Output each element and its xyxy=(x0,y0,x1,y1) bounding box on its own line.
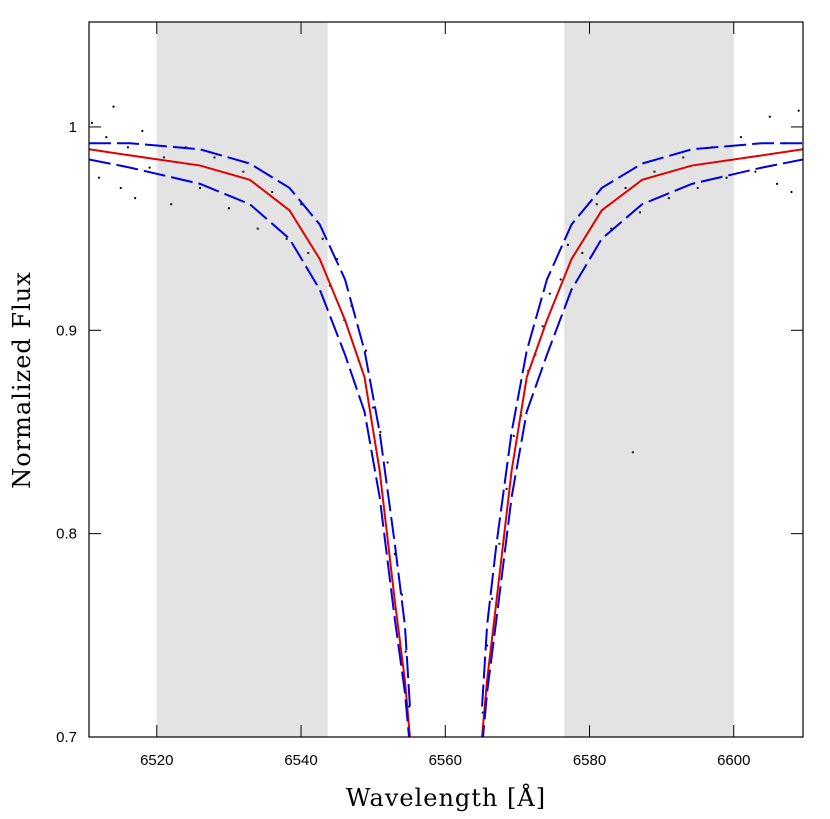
axes: 6520 6540 6560 6580 6600 0.7 0.8 0.9 1 xyxy=(56,22,803,769)
data-point xyxy=(105,135,108,139)
shaded-region xyxy=(156,22,328,737)
data-point xyxy=(162,156,166,159)
data-point xyxy=(372,406,375,409)
data-point xyxy=(631,451,634,454)
data-point xyxy=(559,278,562,281)
data-point xyxy=(97,176,101,179)
data-point xyxy=(307,251,310,255)
data-point xyxy=(491,597,494,600)
y-tick-label: 0.9 xyxy=(56,322,77,339)
data-point xyxy=(581,251,584,255)
data-point xyxy=(90,121,93,124)
data-point xyxy=(321,237,324,240)
data-point xyxy=(725,176,728,179)
model-line xyxy=(89,148,411,737)
x-axis-label: Wavelength [Å] xyxy=(346,783,546,812)
x-tick-label: 6580 xyxy=(573,752,606,769)
data-point xyxy=(595,203,598,206)
x-tick-label: 6540 xyxy=(284,752,317,769)
data-point xyxy=(112,105,115,108)
y-tick-label: 0.7 xyxy=(56,729,77,746)
model-line xyxy=(481,142,803,707)
data-point xyxy=(638,211,642,214)
shade-layer xyxy=(156,22,734,737)
data-point xyxy=(404,650,407,653)
data-point xyxy=(512,434,515,438)
data-point xyxy=(148,166,151,169)
data-point xyxy=(256,227,259,230)
model-line xyxy=(481,148,803,737)
data-point xyxy=(696,186,699,190)
data-point xyxy=(541,325,544,328)
data-point xyxy=(682,156,685,159)
data-point xyxy=(285,237,288,240)
data-point xyxy=(797,109,800,112)
data-point xyxy=(775,182,779,185)
data-point xyxy=(768,115,771,118)
y-axis-label: Normalized Flux xyxy=(8,271,36,489)
data-layer xyxy=(89,105,803,737)
data-point xyxy=(505,487,508,491)
data-point xyxy=(213,156,216,159)
x-tick-label: 6520 xyxy=(140,752,173,769)
data-point xyxy=(624,186,627,190)
data-point xyxy=(379,430,382,434)
data-point xyxy=(119,186,122,190)
data-point xyxy=(141,129,144,133)
data-point xyxy=(227,207,231,210)
data-point xyxy=(386,461,389,464)
plot-frame xyxy=(88,21,804,738)
data-point xyxy=(271,190,274,194)
data-point xyxy=(170,203,173,206)
data-point xyxy=(198,186,202,190)
x-tick-label: 6560 xyxy=(429,752,462,769)
data-point xyxy=(548,292,551,295)
data-point xyxy=(242,170,245,173)
data-point xyxy=(566,243,569,246)
x-tick-label: 6600 xyxy=(717,752,750,769)
data-point xyxy=(739,135,743,139)
model-line xyxy=(89,142,411,707)
data-point xyxy=(134,197,137,200)
data-point xyxy=(126,146,130,149)
y-tick-label: 1 xyxy=(69,119,77,136)
model-line xyxy=(89,158,411,737)
data-point xyxy=(667,197,670,200)
data-point xyxy=(653,170,656,173)
model-line xyxy=(481,158,803,737)
shaded-region xyxy=(564,22,734,737)
y-tick-label: 0.8 xyxy=(56,526,77,543)
data-point xyxy=(754,170,757,173)
data-point xyxy=(498,542,501,545)
data-point xyxy=(790,190,793,194)
